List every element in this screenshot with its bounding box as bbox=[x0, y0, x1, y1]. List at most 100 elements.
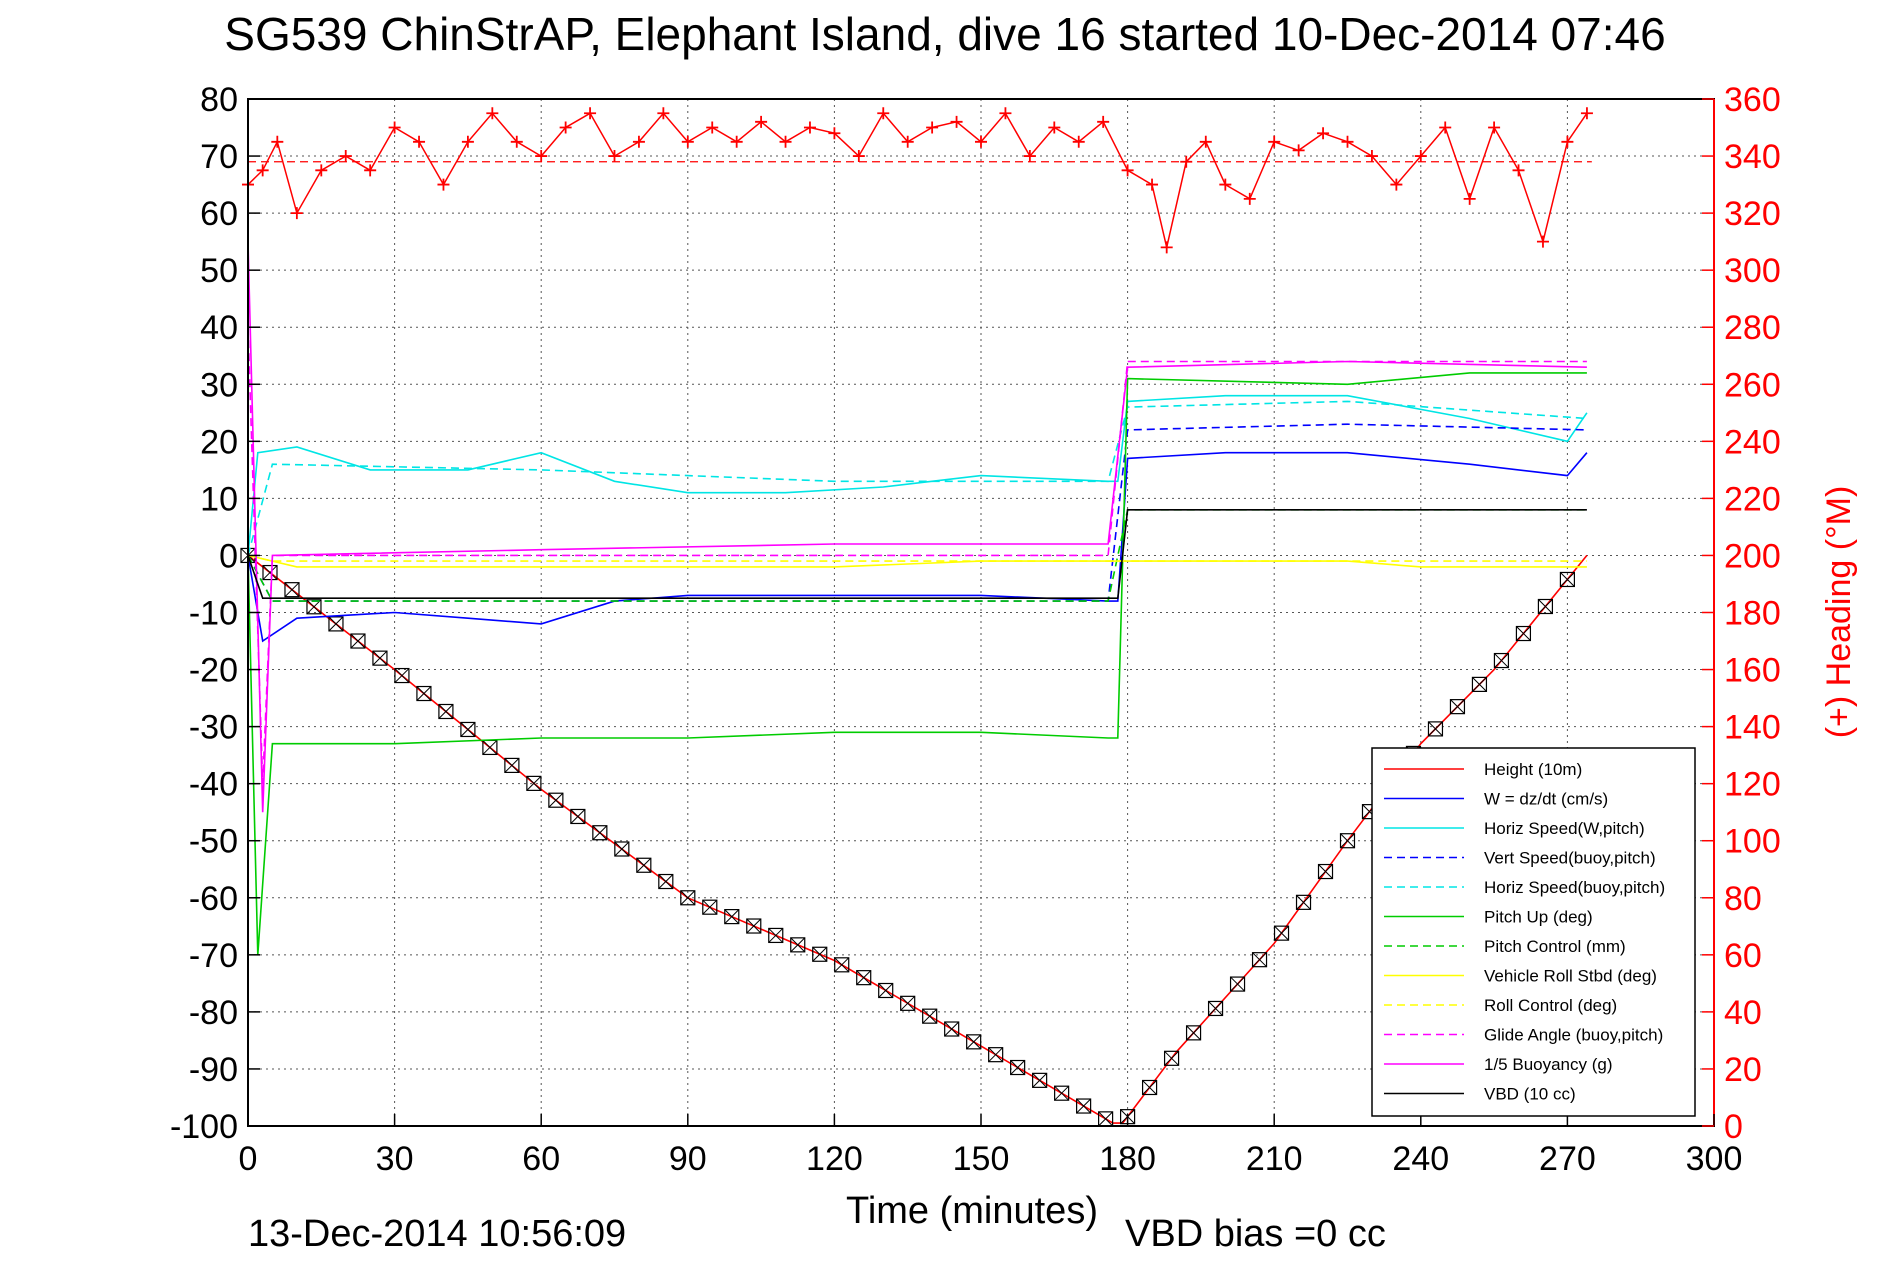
height-marker bbox=[856, 970, 872, 986]
x-tick-label: 150 bbox=[953, 1140, 1010, 1178]
height-marker-cross bbox=[724, 909, 740, 924]
height-marker-cross bbox=[1274, 925, 1289, 941]
height-marker-cross bbox=[416, 686, 432, 701]
height-marker-cross bbox=[1450, 699, 1465, 714]
height-marker bbox=[900, 995, 916, 1011]
right-y-tick-label: 280 bbox=[1724, 309, 1781, 347]
heading-point bbox=[1097, 115, 1110, 128]
x-tick-label: 240 bbox=[1392, 1140, 1449, 1178]
y-tick-label: 30 bbox=[200, 366, 238, 404]
heading-point bbox=[877, 107, 890, 120]
x-tick-label: 0 bbox=[239, 1140, 258, 1178]
chart-title: SG539 ChinStrAP, Elephant Island, dive 1… bbox=[224, 8, 1665, 60]
height-marker bbox=[306, 599, 322, 615]
heading-point bbox=[1488, 121, 1501, 134]
heading-point bbox=[1317, 127, 1330, 140]
height-marker bbox=[1295, 894, 1312, 910]
y-tick-label: -70 bbox=[189, 937, 238, 975]
height-marker-cross bbox=[856, 970, 872, 986]
heading-point bbox=[950, 115, 963, 128]
heading-point bbox=[1199, 135, 1212, 148]
height-marker-cross bbox=[746, 918, 762, 934]
footer-date: 13-Dec-2014 10:56:09 bbox=[248, 1213, 626, 1255]
height-marker-cross bbox=[636, 857, 652, 873]
height-marker bbox=[1273, 925, 1290, 941]
legend-label: Horiz Speed(buoy,pitch) bbox=[1484, 878, 1665, 897]
height-marker bbox=[922, 1008, 938, 1024]
heading-point bbox=[755, 115, 768, 128]
heading-point bbox=[1023, 150, 1036, 163]
heading-point bbox=[706, 121, 719, 134]
height-marker bbox=[1163, 1050, 1180, 1066]
heading-point bbox=[559, 121, 572, 134]
height-marker-cross bbox=[1076, 1098, 1091, 1114]
heading-point bbox=[632, 135, 645, 148]
height-marker-cross bbox=[1516, 626, 1531, 641]
series-line bbox=[247, 327, 1587, 784]
heading-point bbox=[1292, 144, 1305, 157]
y-tick-label: -40 bbox=[189, 766, 238, 804]
height-marker-cross bbox=[812, 946, 828, 962]
heading-point bbox=[364, 164, 377, 177]
height-marker-cross bbox=[878, 983, 894, 998]
footer-note: VBD bias =0 cc bbox=[1125, 1213, 1386, 1255]
heading-point bbox=[803, 121, 816, 134]
height-marker bbox=[944, 1021, 960, 1037]
heading-point bbox=[535, 150, 548, 163]
height-marker bbox=[988, 1047, 1004, 1063]
height-marker bbox=[548, 792, 564, 808]
heading-point bbox=[1512, 164, 1525, 177]
right-y-tick-label: 100 bbox=[1724, 823, 1781, 861]
height-marker-cross bbox=[482, 740, 498, 755]
legend-label: Horiz Speed(W,pitch) bbox=[1484, 819, 1645, 838]
height-marker bbox=[592, 825, 608, 841]
height-marker-cross bbox=[790, 937, 806, 953]
height-marker-cross bbox=[658, 874, 674, 889]
heading-point bbox=[1390, 178, 1403, 191]
height-marker bbox=[1317, 863, 1334, 880]
series-line bbox=[247, 372, 1587, 955]
height-marker-cross bbox=[1164, 1050, 1179, 1066]
y-tick-label: 0 bbox=[219, 537, 238, 575]
height-marker bbox=[1449, 699, 1466, 715]
height-marker bbox=[790, 937, 806, 953]
height-marker-cross bbox=[1098, 1111, 1113, 1127]
y-tick-label: -60 bbox=[189, 880, 238, 918]
y-tick-label: -90 bbox=[189, 1051, 238, 1089]
x-tick-label: 120 bbox=[806, 1140, 863, 1178]
right-y-tick-label: 80 bbox=[1724, 880, 1762, 918]
height-marker-cross bbox=[350, 633, 366, 649]
heading-point bbox=[1219, 178, 1232, 191]
heading-point bbox=[901, 135, 914, 148]
height-marker bbox=[284, 582, 300, 598]
heading-point bbox=[510, 135, 523, 148]
legend-label: Height (10m) bbox=[1484, 760, 1582, 779]
height-marker-cross bbox=[1230, 976, 1245, 992]
height-marker bbox=[350, 633, 366, 649]
height-marker-cross bbox=[1494, 653, 1509, 668]
heading-point bbox=[730, 135, 743, 148]
height-marker bbox=[614, 841, 630, 857]
heading-point bbox=[315, 164, 328, 177]
x-tick-label: 90 bbox=[669, 1140, 707, 1178]
x-tick-label: 60 bbox=[522, 1140, 560, 1178]
height-marker bbox=[724, 909, 740, 925]
legend: Height (10m) W = dz/dt (cm/s) Horiz Speed(… bbox=[1371, 747, 1696, 1117]
height-marker-cross bbox=[1054, 1085, 1069, 1101]
height-marker bbox=[1537, 598, 1554, 615]
heading-point bbox=[1536, 235, 1549, 248]
y-tick-label: -80 bbox=[189, 994, 238, 1032]
right-y-tick-label: 20 bbox=[1724, 1051, 1762, 1089]
heading-point bbox=[657, 107, 670, 120]
heading-point bbox=[1072, 135, 1085, 148]
height-marker-cross bbox=[988, 1047, 1004, 1063]
height-marker bbox=[658, 873, 674, 890]
height-marker-cross bbox=[1010, 1060, 1026, 1075]
heading-point bbox=[271, 135, 284, 148]
height-marker bbox=[1427, 721, 1444, 737]
heading-point bbox=[1160, 241, 1173, 254]
height-marker bbox=[372, 650, 388, 666]
y-tick-label: 80 bbox=[200, 81, 238, 119]
height-marker-cross bbox=[592, 825, 608, 841]
